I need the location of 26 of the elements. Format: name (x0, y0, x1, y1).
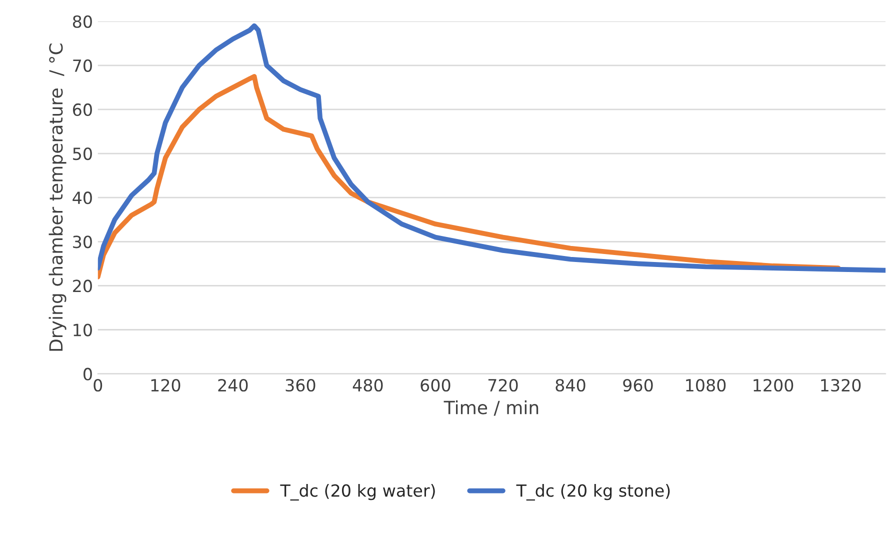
x-tick-label: 840 (556, 378, 586, 392)
x-tick-label: 240 (218, 378, 248, 392)
y-tick-label: 30 (73, 236, 92, 248)
x-tick-label: 960 (623, 378, 653, 392)
y-tick-label: 70 (73, 59, 92, 72)
x-tick-label: 1080 (686, 378, 726, 392)
x-tick-label: 120 (151, 378, 180, 392)
x-tick-label: 720 (488, 378, 518, 392)
y-axis-title: Drying chamber temperature / °C (48, 44, 66, 351)
x-tick-label: 1320 (821, 378, 861, 392)
x-tick-label: 600 (420, 378, 450, 392)
x-tick-label: 480 (352, 378, 383, 392)
y-tick-label: 50 (73, 147, 92, 160)
line-series (98, 23, 886, 273)
y-tick-label: 0 (84, 368, 92, 380)
y-tick-label: 20 (73, 280, 92, 292)
x-tick-label: 360 (286, 378, 316, 392)
legend-label: T_dc (20 kg stone) (516, 484, 670, 501)
y-tick-label: 60 (72, 103, 92, 116)
y-tick-label: 80 (72, 15, 92, 28)
x-tick-label: 0 (94, 378, 102, 392)
legend-label: T_dc (20 kg water) (280, 484, 435, 501)
x-axis-title: Time / min (444, 400, 538, 416)
y-tick-label: 40 (72, 192, 92, 204)
x-tick-label: 1200 (754, 378, 794, 392)
y-tick-label: 10 (74, 324, 92, 336)
